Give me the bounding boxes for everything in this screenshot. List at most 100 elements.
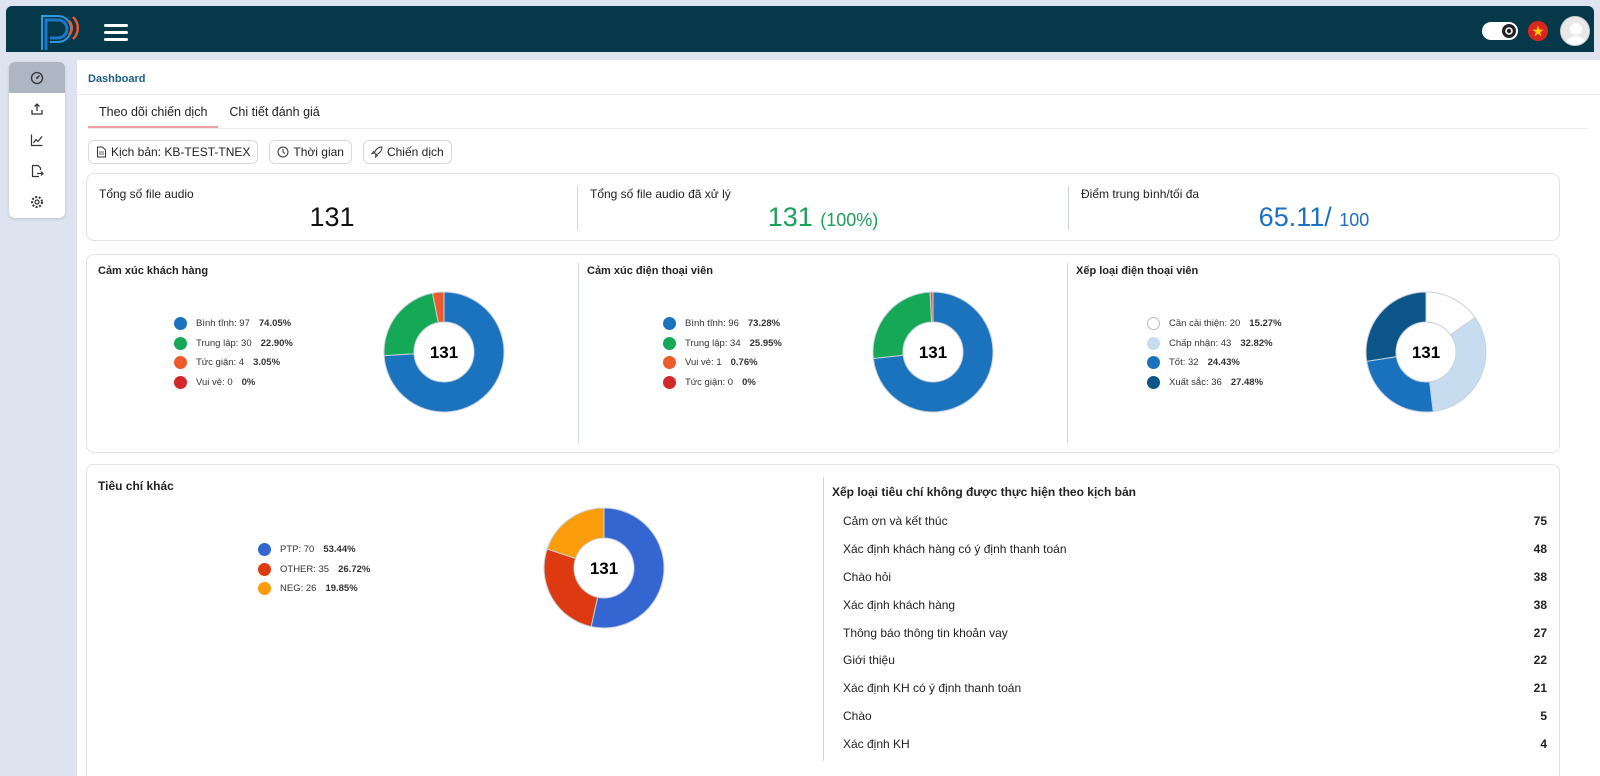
other-criteria-legend-label: OTHER: 35 [280,563,330,575]
agent-rating-legend: Cần cải thiện: 20 15.27% Chấp nhận: 43 32.8… [1147,314,1282,392]
criteria-row[interactable]: Cảm ơn và kết thúc 75 [832,507,1547,535]
customer-emotion-legend-item[interactable]: Vui vẻ: 0 0% [174,373,293,393]
breadcrumb[interactable]: Dashboard [88,73,146,85]
other-criteria-legend-item[interactable]: NEG: 26 19.85% [258,579,370,599]
criteria-row[interactable]: Giới thiệu 22 [832,646,1547,674]
agent-rating-slice-3[interactable] [1365,291,1427,362]
customer-emotion-legend-item[interactable]: Trung lập: 30 22.90% [174,334,293,354]
criteria-row[interactable]: Chào 5 [832,702,1547,730]
agent-emotion-legend-percent: 0.76% [730,357,758,369]
criteria-row[interactable]: Xác định khách hàng 38 [832,591,1547,619]
tab-campaign-tracking[interactable]: Theo dõi chiến dịch [88,104,219,128]
top-bar [6,6,1594,52]
agent-emotion-legend-item[interactable]: Bình tĩnh: 96 73.28% [663,314,782,334]
criteria-row[interactable]: Xác định khách hàng có ý định thanh toán… [832,535,1547,563]
agent-emotion-legend-item[interactable]: Tức giận: 0 0% [663,373,782,393]
agent-emotion-slice-0[interactable] [872,291,994,413]
campaign-filter-label: Chiến dịch [386,145,444,159]
sidebar-item-settings[interactable] [9,186,65,217]
user-avatar[interactable] [1560,16,1590,46]
brand-logo[interactable] [36,12,82,52]
criteria-label: Chào [843,709,872,724]
criteria-count: 4 [1540,737,1547,752]
sidebar-item-upload[interactable] [9,93,65,124]
criteria-row[interactable]: Xác định KH có ý định thanh toán 21 [832,674,1547,702]
other-criteria-legend-swatch [258,543,271,557]
script-filter-button[interactable]: Kịch bản: KB-TEST-TNEX [88,140,259,164]
rocket-icon [370,146,383,158]
agent-rating-legend-item[interactable]: Xuất sắc: 36 27.48% [1147,373,1282,393]
sidebar-item-dashboard[interactable] [9,62,65,93]
other-criteria-title: Tiêu chí khác [98,479,174,493]
tab-evaluation-detail[interactable]: Chi tiết đánh giá [229,105,320,119]
agent-rating-donut-chart[interactable]: 131 [1364,290,1488,414]
sidebar-item-reports[interactable] [9,124,65,155]
customer-emotion-legend-swatch [174,375,187,389]
sidebar-item-export[interactable] [9,155,65,186]
agent-rating-title: Xếp loại điện thoại viên [1076,265,1199,277]
agent-rating-legend-percent: 24.43% [1207,357,1240,369]
agent-emotion-legend-label: Tức giận: 0 [685,376,734,388]
agent-rating-legend-swatch [1147,375,1160,389]
agent-rating-legend-item[interactable]: Cần cải thiện: 20 15.27% [1147,314,1282,334]
criteria-count: 5 [1540,709,1547,724]
other-criteria-legend-item[interactable]: PTP: 70 53.44% [258,540,370,560]
agent-emotion-slice-2[interactable] [929,291,934,323]
criteria-count: 75 [1533,513,1547,528]
agent-emotion-donut-chart[interactable]: 131 [871,290,995,414]
criteria-label: Xác định khách hàng [843,597,956,612]
campaign-filter-button[interactable]: Chiến dịch [362,140,452,164]
agent-rating-legend-item[interactable]: Chấp nhận: 43 32.82% [1147,334,1282,354]
total-audio-stat: Tổng số file audio 131 [87,174,577,240]
other-criteria-legend-item[interactable]: OTHER: 35 26.72% [258,560,370,580]
customer-emotion-legend-label: Trung lập: 30 [196,337,252,349]
customer-emotion-legend-percent: 0% [241,376,256,388]
panel-divider [1067,263,1068,443]
other-criteria-center-total: 131 [590,559,618,578]
customer-emotion-legend-label: Bình tĩnh: 97 [196,318,250,330]
agent-rating-legend-swatch [1147,336,1160,350]
criteria-label: Giới thiệu [843,653,895,668]
total-audio-label: Tổng số file audio [99,187,194,201]
agent-emotion-slice-1[interactable] [872,291,933,360]
criteria-row[interactable]: Chào hỏi 38 [832,563,1547,591]
customer-emotion-legend-swatch [174,317,187,331]
breadcrumb-divider [77,94,1600,95]
agent-emotion-legend-swatch [663,375,676,389]
average-score-value-wrap: 65.11/ 100 [1069,202,1559,233]
other-criteria-slice-2[interactable] [546,507,605,560]
average-score-stat: Điểm trung bình/tối đa 65.11/ 100 [1069,174,1559,240]
agent-emotion-legend-item[interactable]: Vui vẻ: 1 0.76% [663,353,782,373]
other-criteria-legend-percent: 53.44% [323,544,356,556]
average-score-label: Điểm trung bình/tối đa [1081,187,1200,201]
customer-emotion-donut-chart[interactable]: 131 [382,290,506,414]
agent-rating-slice-2[interactable] [1366,356,1434,413]
average-score-value: 65.11/ [1258,202,1332,232]
customer-emotion-slice-0[interactable] [383,291,505,413]
criteria-card: Xếp loại tiêu chí không được thực hiện t… [86,464,1560,776]
criteria-row[interactable]: Thông báo thông tin khoản vay 27 [832,619,1547,647]
agent-rating-legend-item[interactable]: Tốt: 32 24.43% [1147,353,1282,373]
time-filter-label: Thời gian [293,145,344,159]
criteria-count: 38 [1533,569,1547,584]
criteria-count: 38 [1533,597,1547,612]
unfulfilled-criteria-list: Cảm ơn và kết thúc 75 Xác định khách hàng … [832,507,1547,758]
customer-emotion-legend-item[interactable]: Tức giận: 4 3.05% [174,353,293,373]
agent-emotion-legend-item[interactable]: Trung lập: 34 25.95% [663,334,782,354]
theme-toggle[interactable] [1482,22,1518,40]
upload-icon [31,102,43,115]
agent-rating-legend-label: Xuất sắc: 36 [1169,376,1222,388]
customer-emotion-legend-item[interactable]: Bình tĩnh: 97 74.05% [174,314,293,334]
customer-emotion-slice-2[interactable] [431,291,445,324]
customer-emotion-legend-label: Tức giận: 4 [196,357,245,369]
criteria-row[interactable]: Xác định KH 4 [832,730,1547,758]
time-filter-button[interactable]: Thời gian [269,140,352,164]
customer-emotion-legend: Bình tĩnh: 97 74.05% Trung lập: 30 22.90% Tứ… [174,314,293,392]
agent-rating-slice-1[interactable] [1429,316,1487,413]
average-score-max: 100 [1339,210,1370,230]
agent-emotion-legend-percent: 25.95% [749,337,782,349]
other-criteria-slice-0[interactable] [590,507,665,629]
menu-toggle-icon[interactable] [104,24,128,41]
vietnam-flag-icon[interactable] [1528,21,1548,41]
other-criteria-donut-chart[interactable]: 131 [542,506,666,630]
